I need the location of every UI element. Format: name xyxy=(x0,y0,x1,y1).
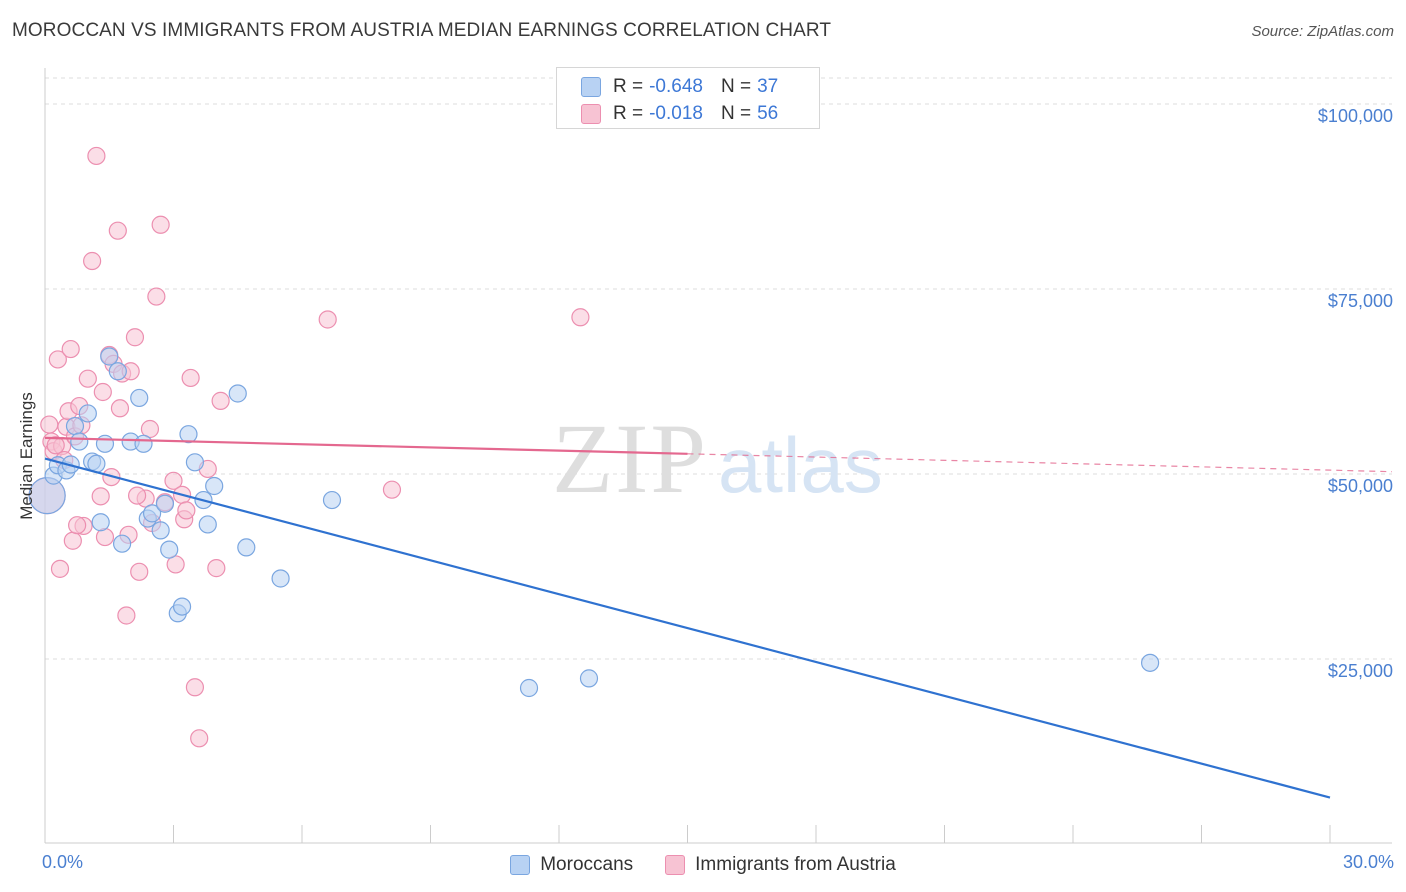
data-point xyxy=(185,678,205,697)
legend-item-moroccans[interactable]: Moroccans xyxy=(510,854,633,876)
data-point xyxy=(95,434,115,453)
y-tick-labels: $25,000 $50,000 $75,000 $100,000 xyxy=(1318,106,1393,681)
data-point xyxy=(108,221,127,240)
data-point xyxy=(78,404,97,423)
data-point xyxy=(172,597,192,616)
data-point xyxy=(93,382,112,402)
legend-swatch-pink xyxy=(665,855,686,875)
legend-row-austria: R = -0.018 N = 56 xyxy=(581,101,778,127)
correlation-legend: R = -0.648 N = 37 R = -0.018 N = 56 xyxy=(556,67,820,129)
data-point xyxy=(571,308,590,327)
n-value: 37 xyxy=(757,76,779,97)
y-tick-label: $25,000 xyxy=(1328,661,1393,681)
data-point xyxy=(91,513,110,532)
watermark: ZIP atlas xyxy=(552,403,883,514)
gridlines xyxy=(45,77,1392,660)
data-point xyxy=(207,559,226,578)
data-point xyxy=(110,399,130,418)
data-point xyxy=(68,516,87,535)
data-point xyxy=(87,146,106,166)
data-point xyxy=(151,521,170,540)
data-point xyxy=(205,476,224,496)
x-axis-max-label: 30.0% xyxy=(1342,852,1394,872)
data-point xyxy=(382,480,402,499)
n-label: N = xyxy=(720,76,752,97)
data-point xyxy=(198,515,217,534)
data-point xyxy=(48,350,67,369)
data-point xyxy=(70,432,89,451)
r-label: R = xyxy=(613,76,644,97)
n-label: N = xyxy=(720,103,752,124)
data-point xyxy=(237,538,256,557)
data-point xyxy=(1140,653,1160,672)
data-point xyxy=(134,434,153,453)
data-point xyxy=(112,534,132,553)
data-point xyxy=(160,540,179,559)
data-point xyxy=(78,369,97,388)
data-point xyxy=(40,415,59,434)
legend-label: Immigrants from Austria xyxy=(695,854,896,875)
trend-line-austria-dashed xyxy=(687,453,1393,473)
data-point xyxy=(125,328,145,347)
r-value: -0.018 xyxy=(649,103,703,124)
legend-swatch-blue xyxy=(510,855,531,875)
data-point xyxy=(127,486,147,505)
data-point xyxy=(50,559,70,578)
data-point xyxy=(177,501,196,520)
y-tick-label: $50,000 xyxy=(1328,476,1393,496)
series-moroccans xyxy=(28,347,1160,698)
y-tick-label: $100,000 xyxy=(1318,106,1393,126)
data-point xyxy=(181,368,200,388)
x-axis-min-label: 0.0% xyxy=(42,852,84,872)
data-point xyxy=(142,504,162,523)
data-point xyxy=(322,490,342,510)
source-note: Source: ZipAtlas.com xyxy=(1251,23,1394,40)
data-point xyxy=(91,487,110,506)
data-point xyxy=(130,388,149,408)
data-point xyxy=(65,416,85,436)
data-point xyxy=(185,453,205,472)
watermark-zip: ZIP xyxy=(552,403,708,514)
watermark-atlas: atlas xyxy=(718,421,883,509)
r-label: R = xyxy=(613,103,644,124)
data-point xyxy=(83,251,102,271)
trend-lines xyxy=(44,436,1393,799)
data-point xyxy=(190,729,209,748)
data-point xyxy=(151,215,170,234)
series-legend: Moroccans Immigrants from Austria xyxy=(0,852,1406,878)
r-value: -0.648 xyxy=(649,76,703,97)
data-point xyxy=(271,569,290,588)
data-point xyxy=(117,606,136,625)
trend-line-moroccans xyxy=(44,457,1331,799)
legend-item-immigrants-from-austria[interactable]: Immigrants from Austria xyxy=(665,854,896,876)
data-point xyxy=(46,436,65,455)
trend-line-austria-solid xyxy=(44,436,688,455)
legend-swatch-blue xyxy=(581,77,601,97)
data-point xyxy=(155,494,175,513)
data-point xyxy=(100,347,119,366)
legend-swatch-pink xyxy=(581,104,601,124)
data-point xyxy=(318,310,337,329)
data-point xyxy=(179,425,198,444)
data-point xyxy=(228,384,247,403)
legend-row-moroccans: R = -0.648 N = 37 xyxy=(581,74,778,100)
y-axis-label: Median Earnings xyxy=(17,392,36,520)
n-value: 56 xyxy=(757,103,779,124)
data-point xyxy=(61,339,80,359)
data-point xyxy=(579,669,599,688)
chart-title: MOROCCAN VS IMMIGRANTS FROM AUSTRIA MEDI… xyxy=(12,20,832,41)
data-point xyxy=(63,531,82,550)
data-point xyxy=(147,287,166,306)
y-tick-label: $75,000 xyxy=(1328,291,1393,311)
data-point xyxy=(108,362,127,381)
data-point xyxy=(164,471,183,490)
data-point xyxy=(519,678,539,698)
axes xyxy=(44,68,1392,844)
legend-label: Moroccans xyxy=(540,854,634,875)
data-point xyxy=(211,391,230,410)
data-point xyxy=(130,562,149,581)
